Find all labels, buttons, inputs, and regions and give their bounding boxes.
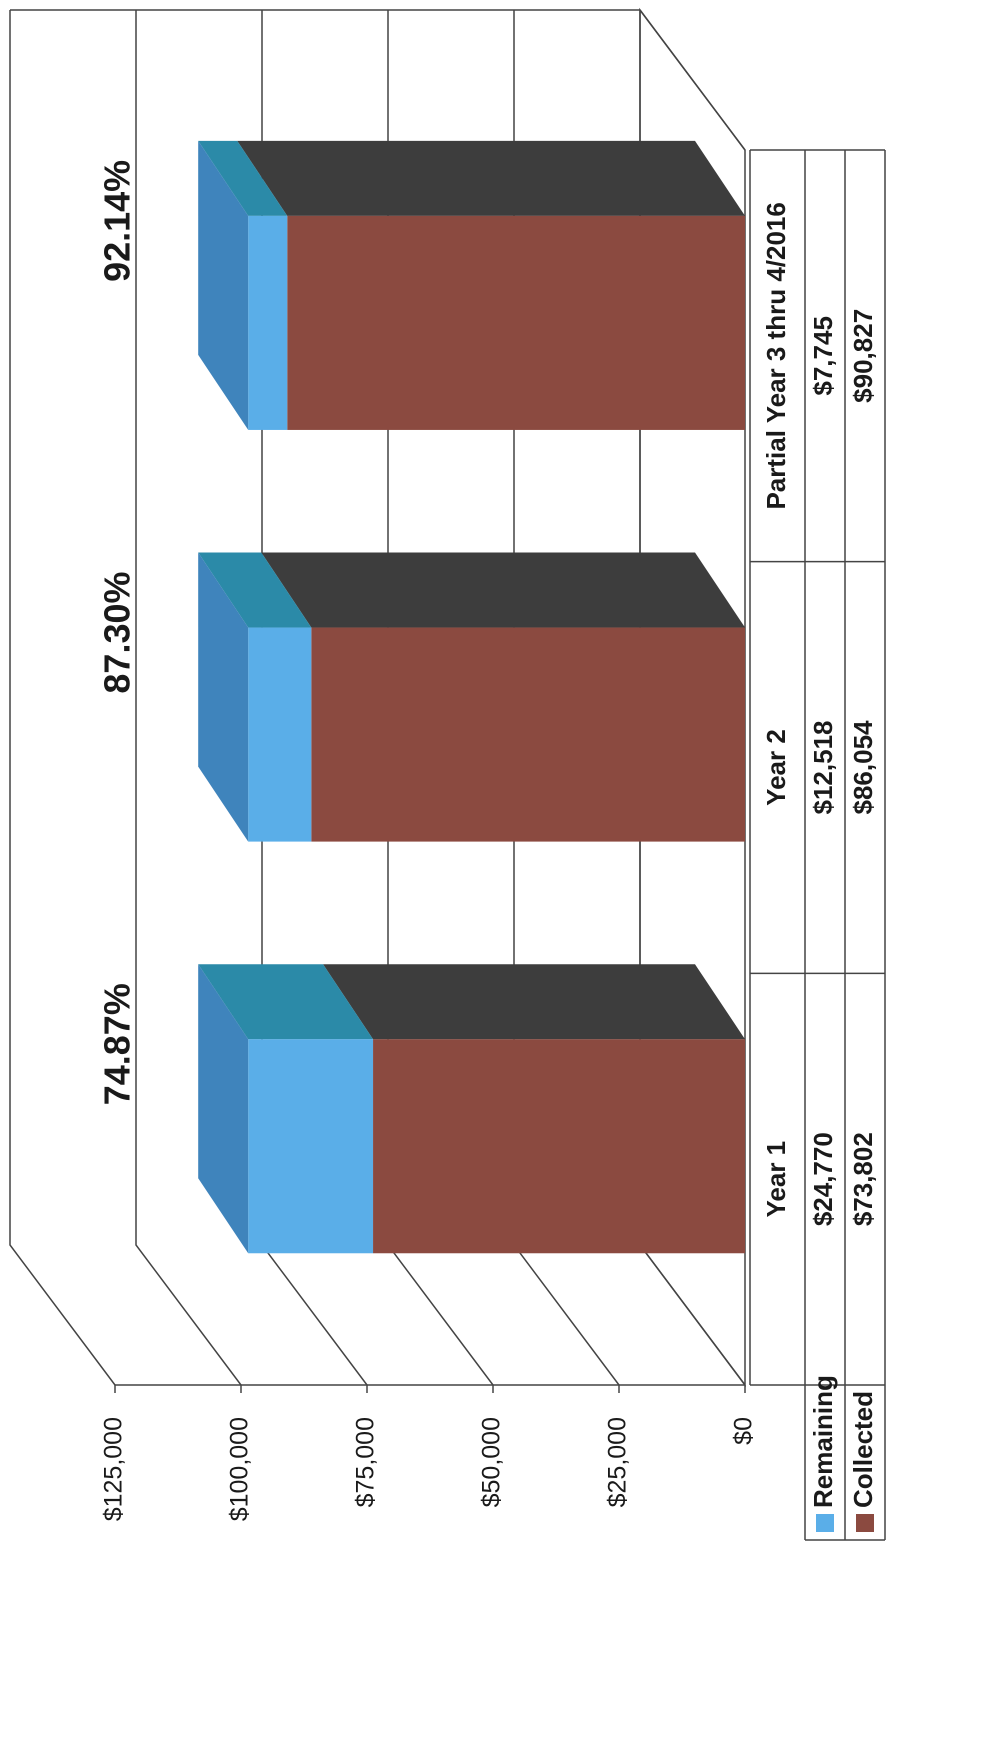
y-tick-label: $25,000 bbox=[604, 1417, 632, 1507]
legend-label: Remaining bbox=[808, 1375, 838, 1508]
floor-edge bbox=[639, 9, 746, 151]
y-tick-label: $50,000 bbox=[478, 1417, 506, 1507]
bar bbox=[248, 627, 312, 842]
bar-side bbox=[323, 964, 745, 1040]
table-value: $73,802 bbox=[848, 1132, 878, 1226]
bar-top bbox=[198, 964, 249, 1254]
table-value: $86,054 bbox=[848, 720, 878, 815]
grid-line bbox=[9, 10, 116, 1386]
percent-label: 87.30% bbox=[97, 571, 138, 693]
bar bbox=[287, 215, 745, 430]
table-value: $7,745 bbox=[808, 316, 838, 396]
y-tick-label: $75,000 bbox=[352, 1417, 380, 1507]
percent-label: 92.14% bbox=[97, 160, 138, 282]
y-tick-label: $100,000 bbox=[226, 1417, 254, 1521]
category-label: Partial Year 3 thru 4/2016 bbox=[761, 202, 791, 509]
rotated-chart: $0 $25,000 $50,000 $75,000 $100,000 $125,000 7… bbox=[9, 7, 886, 1541]
category-label: Year 2 bbox=[761, 729, 791, 806]
bar-side bbox=[261, 552, 745, 628]
legend-label: Collected bbox=[848, 1391, 878, 1508]
y-tick-label: $125,000 bbox=[100, 1417, 128, 1521]
bar-top bbox=[198, 552, 249, 842]
grid-line bbox=[135, 10, 242, 1386]
percent-label: 74.87% bbox=[97, 983, 138, 1105]
y-tick-label: $0 bbox=[730, 1417, 758, 1445]
bar-top bbox=[198, 140, 249, 430]
legend-swatch bbox=[816, 1514, 834, 1532]
bar-side bbox=[198, 964, 374, 1040]
legend-swatch bbox=[856, 1514, 874, 1532]
bar bbox=[311, 627, 745, 842]
bar bbox=[248, 215, 288, 430]
bar-side bbox=[198, 140, 288, 216]
bar bbox=[248, 1039, 374, 1254]
bar-side bbox=[237, 140, 745, 216]
bar-side bbox=[198, 552, 312, 628]
table-value: $12,518 bbox=[808, 721, 838, 815]
table-value: $90,827 bbox=[848, 309, 878, 403]
category-label: Year 1 bbox=[761, 1141, 791, 1218]
table-value: $24,770 bbox=[808, 1132, 838, 1226]
bar bbox=[373, 1039, 745, 1254]
